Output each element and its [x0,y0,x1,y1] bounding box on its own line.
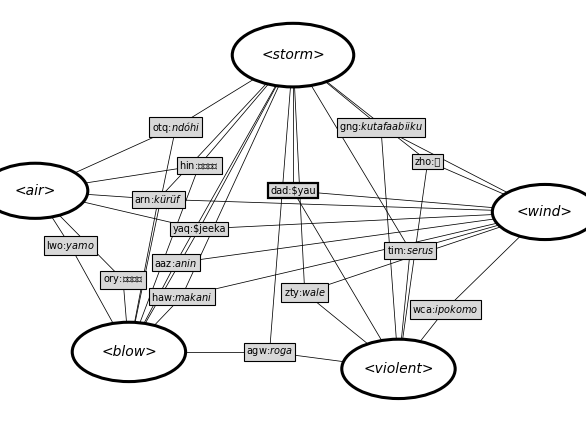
Ellipse shape [232,23,354,87]
Text: dad:$yau: dad:$yau [270,186,316,196]
Ellipse shape [342,339,455,399]
Text: <blow>: <blow> [101,345,157,359]
Text: yaq:$jeeka: yaq:$jeeka [172,224,226,234]
Text: hin:$अनिन$: hin:$अनिन$ [179,159,219,171]
Text: ory:$ସାଳି$: ory:$ସାଳି$ [103,273,144,286]
Text: zho:风: zho:风 [415,156,441,166]
Ellipse shape [492,184,586,240]
Text: <wind>: <wind> [517,205,573,219]
Text: arn:$kürüf$: arn:$kürüf$ [134,193,182,205]
Ellipse shape [72,322,186,382]
Text: <violent>: <violent> [363,362,434,376]
Text: haw:$makani$: haw:$makani$ [151,291,212,303]
Text: zty:$wale$: zty:$wale$ [284,285,326,300]
Text: tim:$serus$: tim:$serus$ [387,244,434,256]
Text: <air>: <air> [15,184,56,198]
Ellipse shape [0,163,88,218]
Text: aaz:$anin$: aaz:$anin$ [155,257,197,269]
Text: gng:$kutafaabiiku$: gng:$kutafaabiiku$ [339,120,423,134]
Text: otq:$ndóhi$: otq:$ndóhi$ [152,120,200,135]
Text: agw:$roga$: agw:$roga$ [246,346,293,358]
Text: lwo:$yamo$: lwo:$yamo$ [46,239,95,253]
Text: <storm>: <storm> [261,48,325,62]
Text: wca:$ipokomo$: wca:$ipokomo$ [413,302,478,317]
